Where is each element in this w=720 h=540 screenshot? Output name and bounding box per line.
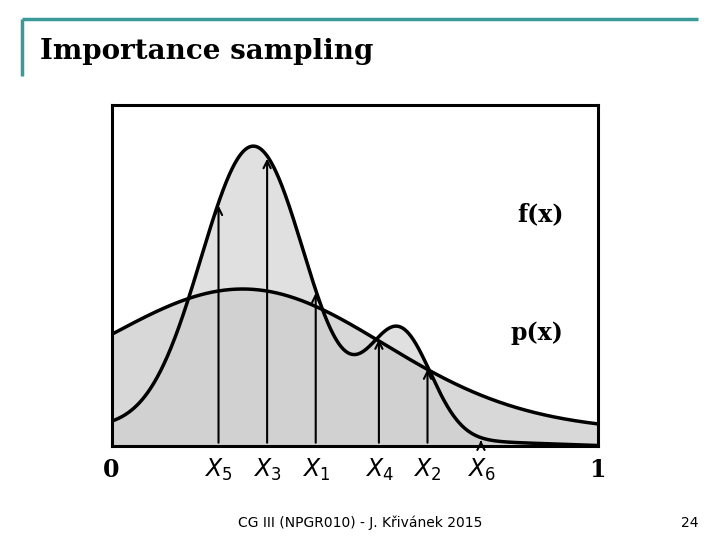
Text: CG III (NPGR010) - J. Křivánek 2015: CG III (NPGR010) - J. Křivánek 2015 [238, 516, 482, 530]
Text: f(x): f(x) [517, 202, 564, 226]
Text: 24: 24 [681, 516, 698, 530]
Text: $X_4$: $X_4$ [364, 457, 393, 483]
Text: Importance sampling: Importance sampling [40, 38, 373, 65]
Text: p(x): p(x) [510, 321, 564, 345]
Text: $X_6$: $X_6$ [467, 457, 495, 483]
Text: $X_5$: $X_5$ [204, 457, 233, 483]
Text: $X_2$: $X_2$ [413, 457, 441, 483]
Text: 1: 1 [590, 458, 606, 482]
Text: 0: 0 [104, 458, 120, 482]
Text: $X_1$: $X_1$ [302, 457, 330, 483]
Text: $X_3$: $X_3$ [253, 457, 282, 483]
